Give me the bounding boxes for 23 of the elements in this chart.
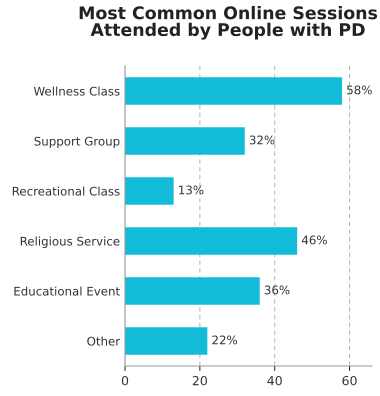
y-tick-label: Religious Service bbox=[20, 236, 120, 248]
data-label: 22% bbox=[212, 335, 238, 344]
chart-title: Most Common Online Sessions Attended by People with PD bbox=[80, 6, 378, 40]
bar bbox=[125, 277, 260, 305]
data-label: 58% bbox=[347, 85, 372, 94]
y-tick-label: Wellness Class bbox=[34, 86, 120, 96]
y-tick-label: Support Group bbox=[34, 136, 120, 148]
bar bbox=[125, 77, 342, 105]
x-tick-label: 60 bbox=[342, 376, 357, 386]
y-tick-label: Other bbox=[87, 336, 120, 346]
bar bbox=[125, 227, 298, 255]
data-label: 13% bbox=[179, 185, 204, 194]
bar bbox=[125, 127, 245, 155]
y-tick-label: Educational Event bbox=[14, 286, 120, 296]
x-tick-label: 20 bbox=[192, 376, 207, 386]
x-tick-label: 40 bbox=[267, 376, 282, 386]
y-tick-label: Recreational Class bbox=[12, 186, 120, 196]
x-tick-label: 0 bbox=[122, 376, 128, 386]
data-label: 36% bbox=[264, 285, 290, 294]
bar bbox=[125, 327, 208, 355]
data-label: 46% bbox=[302, 235, 327, 244]
bar bbox=[125, 177, 174, 205]
data-label: 32% bbox=[250, 135, 275, 144]
